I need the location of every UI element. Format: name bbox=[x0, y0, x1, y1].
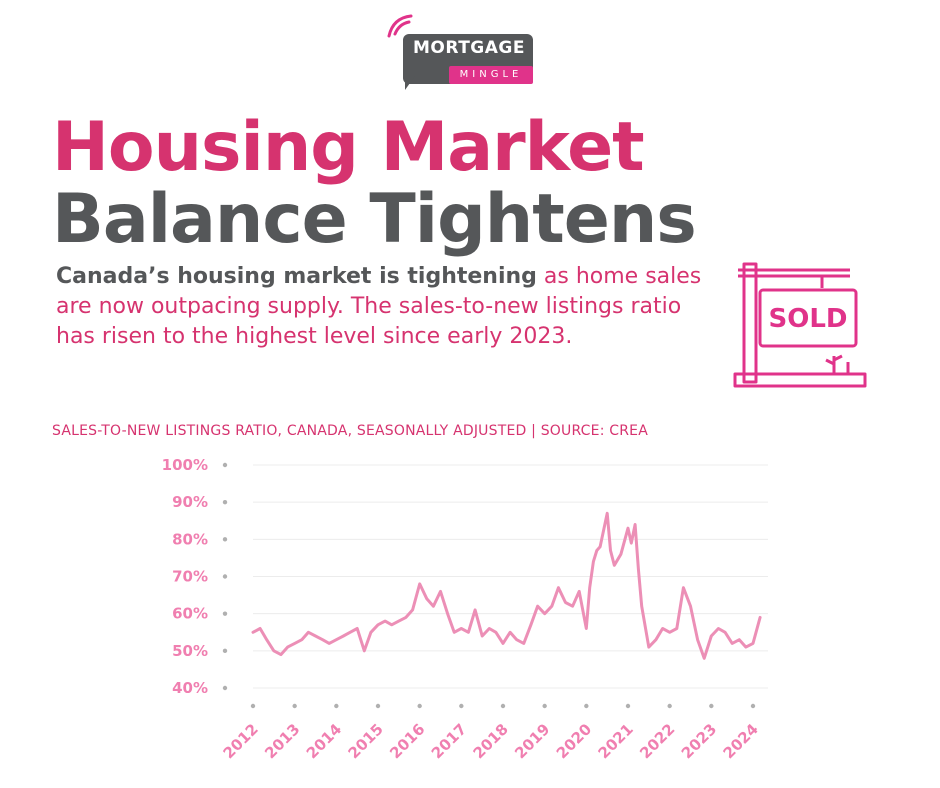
y-tick-label: 90% bbox=[172, 493, 208, 511]
x-tick-label: 2012 bbox=[220, 720, 262, 762]
x-tick-dot bbox=[667, 703, 672, 709]
x-tick-label: 2014 bbox=[303, 720, 345, 762]
sold-sign-icon: SOLD bbox=[733, 262, 867, 388]
x-tick-dot bbox=[542, 703, 547, 709]
x-tick-label: 2020 bbox=[553, 720, 595, 762]
y-tick-dot bbox=[222, 499, 228, 505]
x-axis: 2012 2013 2014 2015 2016 2017 2018 2019 2020 2021… bbox=[220, 703, 762, 762]
x-tick-dot bbox=[250, 703, 256, 709]
brand-name-top: MORTGAGE bbox=[413, 38, 525, 58]
x-tick-label: 2019 bbox=[511, 720, 553, 762]
ratio-series-line bbox=[251, 511, 762, 660]
x-tick-label: 2023 bbox=[678, 720, 720, 762]
y-tick-dot bbox=[222, 685, 228, 691]
logo-bubble-tail bbox=[405, 76, 415, 90]
y-tick-dot bbox=[222, 537, 228, 542]
x-tick-label: 2013 bbox=[261, 720, 303, 762]
ratio-line-chart: 100%90%80%70%60%50%40% 2012 2013 2014 2015 2… bbox=[162, 456, 768, 762]
x-tick-label: 2022 bbox=[636, 720, 678, 762]
headline-line-1: Housing Market bbox=[52, 108, 645, 187]
x-tick-label: 2017 bbox=[428, 720, 470, 762]
intro-lead: Canada’s housing market is tightening bbox=[56, 264, 537, 289]
x-tick-dot bbox=[375, 703, 381, 709]
x-tick-dot bbox=[334, 703, 339, 709]
y-axis: 100% 90% 80% 70% 60% 50% 40% bbox=[162, 456, 228, 697]
chart-grid bbox=[253, 464, 768, 689]
x-tick-dot bbox=[292, 703, 297, 709]
y-tick-label: 100% bbox=[162, 456, 208, 474]
x-tick-dot bbox=[709, 703, 714, 709]
x-tick-label: 2021 bbox=[595, 720, 637, 762]
x-tick-label: 2015 bbox=[345, 720, 387, 762]
y-tick-label: 50% bbox=[172, 642, 208, 660]
brand-name-bottom: MINGLE bbox=[449, 66, 533, 84]
headline-line-2: Balance Tightens bbox=[52, 180, 697, 259]
signal-waves-icon bbox=[387, 14, 413, 38]
x-tick-label: 2016 bbox=[386, 720, 428, 762]
y-tick-dot bbox=[222, 648, 228, 654]
x-tick-dot bbox=[417, 703, 422, 709]
y-tick-label: 40% bbox=[172, 679, 208, 697]
x-tick-dot bbox=[500, 703, 506, 709]
intro-paragraph: Canada’s housing market is tightening as… bbox=[56, 262, 716, 352]
intro-rest: as home sales are now outpacing supply. … bbox=[56, 264, 702, 349]
y-tick-label: 60% bbox=[172, 605, 208, 623]
y-tick-dot bbox=[222, 611, 228, 616]
brand-logo: MORTGAGE MINGLE bbox=[383, 14, 543, 96]
x-tick-dot bbox=[584, 703, 589, 709]
x-tick-dot bbox=[459, 703, 464, 709]
x-tick-label: 2024 bbox=[720, 720, 762, 762]
chart-subtitle: SALES-TO-NEW LISTINGS RATIO, CANADA, SEA… bbox=[52, 423, 648, 439]
y-tick-label: 80% bbox=[172, 530, 208, 548]
y-tick-label: 70% bbox=[172, 568, 208, 586]
x-tick-dot bbox=[625, 703, 631, 709]
sold-label: SOLD bbox=[769, 304, 848, 334]
y-tick-dot bbox=[222, 574, 228, 579]
x-tick-dot bbox=[750, 703, 756, 709]
x-tick-label: 2018 bbox=[470, 720, 512, 762]
y-tick-dot bbox=[222, 462, 228, 468]
